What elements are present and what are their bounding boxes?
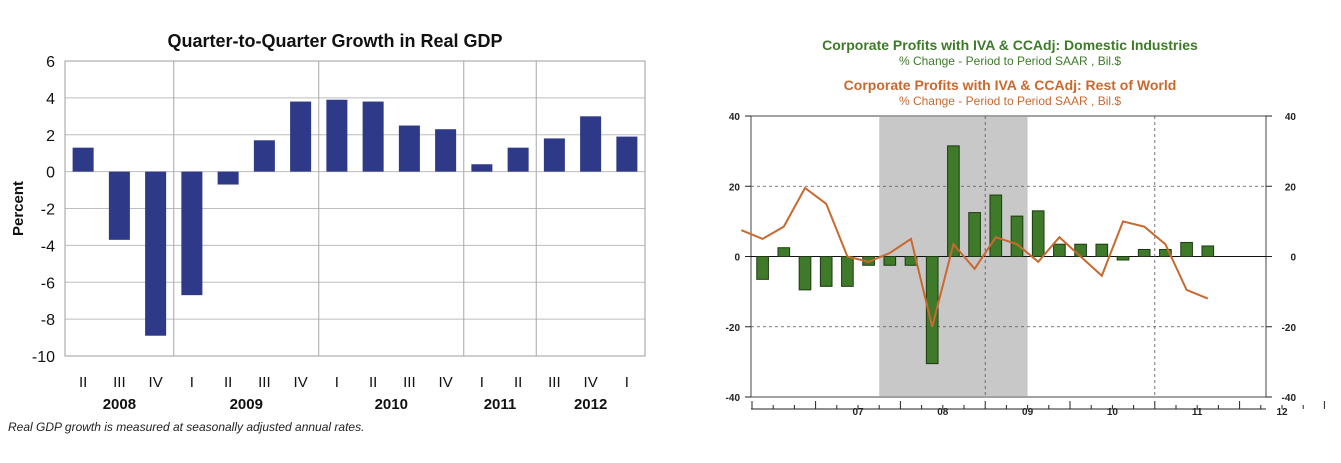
- gdp-bar: [616, 136, 638, 172]
- gdp-bar: [580, 116, 602, 172]
- gdp-year-label: 2011: [484, 396, 517, 413]
- profits-y-tick-label-left: 40: [729, 112, 741, 123]
- domestic-bar: [1074, 243, 1087, 258]
- gdp-year-label: 2008: [103, 396, 136, 413]
- gdp-x-tick-label: I: [625, 374, 629, 391]
- gdp-y-tick-label: 0: [46, 165, 55, 182]
- profits-x-tick-label: 09: [1022, 407, 1034, 418]
- gdp-x-tick-label: III: [548, 374, 561, 391]
- domestic-bar: [1095, 243, 1109, 258]
- gdp-y-tick-label: 2: [46, 128, 55, 145]
- gdp-bar: [72, 147, 94, 172]
- gdp-growth-chart: Quarter-to-Quarter Growth in Real GDP Per…: [10, 31, 646, 413]
- gdp-x-tick-label: IV: [439, 374, 453, 391]
- gdp-x-tick-label: IV: [149, 374, 163, 391]
- gdp-x-tick-label: III: [258, 374, 271, 391]
- domestic-bar: [1031, 210, 1045, 257]
- gdp-x-tick-label: I: [335, 374, 339, 391]
- domestic-bar: [1137, 248, 1151, 258]
- gdp-bar: [435, 129, 457, 172]
- gdp-y-tick-label: 6: [46, 54, 55, 71]
- gdp-bar: [362, 101, 384, 172]
- rest-of-world-line: [741, 186, 1209, 328]
- domestic-bar: [968, 212, 981, 257]
- profits-title-row: Corporate Profits with IVA & CCAdj: Rest…: [844, 77, 1177, 93]
- gdp-year-label: 2009: [230, 396, 263, 413]
- gdp-year-label: 2012: [574, 396, 607, 413]
- profits-y-tick-label-right: 20: [1285, 182, 1297, 193]
- gdp-y-axis-label: Percent: [10, 181, 27, 236]
- gdp-x-tick-label: III: [403, 374, 416, 391]
- gdp-x-tick-label: II: [224, 374, 232, 391]
- profits-subtitle-domestic: % Change - Period to Period SAAR , Bil.$: [899, 54, 1121, 68]
- gdp-bar: [145, 171, 167, 336]
- gdp-y-tick-label: -6: [41, 275, 55, 292]
- domestic-bar: [1053, 243, 1066, 258]
- profits-title-domestic: Corporate Profits with IVA & CCAdj: Dome…: [822, 37, 1198, 53]
- domestic-bar: [1201, 245, 1215, 257]
- gdp-x-tick-label: IV: [294, 374, 308, 391]
- domestic-bar: [1116, 256, 1130, 261]
- gdp-bar: [398, 125, 420, 172]
- gdp-bar: [253, 140, 275, 172]
- gdp-bar: [108, 171, 130, 240]
- gdp-y-tick-label: -10: [32, 349, 55, 366]
- profits-subtitle-row: % Change - Period to Period SAAR , Bil.$: [899, 94, 1121, 108]
- gdp-chart-title: Quarter-to-Quarter Growth in Real GDP: [167, 31, 502, 51]
- profits-y-tick-label-left: 0: [734, 253, 740, 264]
- gdp-plot-area: [64, 60, 646, 357]
- gdp-y-tick-label: -8: [41, 312, 55, 329]
- profits-y-tick-label-right: 40: [1285, 112, 1297, 123]
- domestic-bar: [989, 194, 1003, 257]
- gdp-footnote: Real GDP growth is measured at seasonall…: [8, 420, 365, 434]
- domestic-bar: [777, 247, 791, 257]
- gdp-x-tick-label: III: [113, 374, 126, 391]
- domestic-bar: [841, 256, 854, 287]
- profits-x-tick-label: 11: [1192, 407, 1203, 418]
- domestic-bar: [1159, 248, 1172, 258]
- profits-y-tick-label-right: 0: [1290, 253, 1296, 264]
- gdp-bar: [181, 171, 203, 296]
- gdp-x-tick-label: II: [514, 374, 522, 391]
- gdp-x-tick-label: I: [480, 374, 484, 391]
- domestic-bar: [798, 256, 812, 291]
- profits-x-tick-label: 10: [1107, 407, 1119, 418]
- gdp-y-tick-label: -2: [41, 202, 55, 219]
- gdp-x-tick-label: II: [369, 374, 377, 391]
- domestic-bar: [883, 256, 897, 266]
- gdp-x-tick-label: IV: [584, 374, 598, 391]
- profits-x-tick-label: 07: [852, 407, 864, 418]
- profits-y-tick-label-right: -40: [1282, 393, 1297, 404]
- gdp-year-label: 2010: [375, 396, 408, 413]
- domestic-bar: [756, 256, 769, 280]
- gdp-bar: [326, 99, 348, 172]
- gdp-bar: [543, 138, 565, 172]
- gdp-y-tick-label: -4: [41, 238, 55, 255]
- gdp-bar: [471, 164, 493, 172]
- profits-y-tick-label-left: -40: [726, 393, 741, 404]
- domestic-bar: [947, 145, 960, 257]
- profits-x-tick-label: 08: [937, 407, 949, 418]
- domestic-bar: [1180, 241, 1193, 257]
- profits-y-tick-label-right: -20: [1282, 323, 1297, 334]
- domestic-bar: [925, 256, 939, 365]
- domestic-bar: [819, 256, 833, 287]
- domestic-bar: [1010, 215, 1024, 257]
- gdp-bar: [290, 101, 312, 172]
- gdp-y-tick-label: 4: [46, 91, 55, 108]
- gdp-bar: [217, 171, 239, 185]
- profits-y-tick-label-left: 20: [729, 182, 741, 193]
- gdp-bar: [507, 147, 529, 172]
- profits-y-tick-label-left: -20: [726, 323, 741, 334]
- gdp-x-tick-label: II: [79, 374, 87, 391]
- gdp-x-tick-label: I: [190, 374, 194, 391]
- profits-x-tick-label: 12: [1276, 407, 1288, 418]
